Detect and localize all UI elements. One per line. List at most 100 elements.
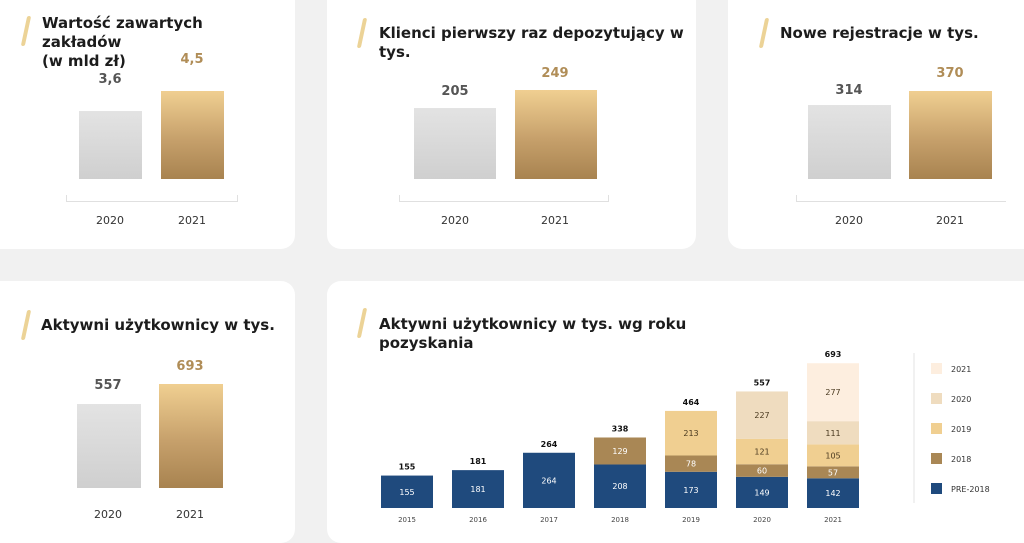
total-label-2020: 557 [754, 378, 771, 387]
card-title: Nowe rejestracje w tys. [780, 24, 979, 42]
legend-swatch-pre-2018 [931, 483, 942, 494]
bar-segment-2018-2019 [665, 455, 717, 472]
title-accent [758, 18, 770, 48]
title-accent [356, 18, 368, 48]
value-label-2020: 314 [835, 83, 863, 98]
bar-segment-2019-2021 [807, 444, 859, 467]
segment-label-2018-2018: 129 [612, 447, 627, 456]
bar-segment-2020-2021 [807, 421, 859, 445]
bar-2021 [161, 91, 224, 179]
total-label-2015: 155 [399, 463, 416, 472]
bar-segment-pre-2018-2016 [452, 470, 504, 508]
bar-2020 [79, 111, 142, 179]
x-label-2017: 2017 [540, 516, 558, 524]
bar-2020 [808, 105, 891, 179]
bar-segment-2018-2021 [807, 466, 859, 479]
x-label-2021: 2021 [176, 508, 204, 521]
card-nowe-rejestracje: Nowe rejestracje w tys. 314 370 2020 202… [728, 0, 1024, 249]
card-klienci-depozytujacy: Klienci pierwszy raz depozytujący w tys.… [327, 0, 696, 249]
card-title: Aktywni użytkownicy w tys. wg roku pozys… [379, 315, 687, 352]
legend-label-2018: 2018 [951, 455, 971, 464]
x-axis [66, 201, 238, 202]
segment-label-2018-2021: 57 [828, 468, 838, 477]
value-label-2020: 205 [441, 84, 469, 99]
x-label-2015: 2015 [398, 516, 416, 524]
segment-label-2020-2020: 227 [754, 411, 769, 420]
bar-segment-2021-2021 [807, 363, 859, 422]
value-label-2021: 693 [176, 359, 204, 374]
bar-segment-pre-2018-2018 [594, 464, 646, 508]
legend-label-2020: 2020 [951, 395, 971, 404]
title-accent [20, 16, 32, 46]
x-label-2020: 2020 [441, 214, 469, 227]
total-label-2017: 264 [541, 440, 558, 449]
x-label-2019: 2019 [682, 516, 700, 524]
title-accent [20, 310, 32, 340]
x-axis [399, 201, 609, 202]
legend-swatch-2019 [931, 423, 942, 434]
total-label-2016: 181 [470, 457, 487, 466]
legend-swatch-2021 [931, 363, 942, 374]
bar-segment-2018-2018 [594, 437, 646, 465]
legend-label-2019: 2019 [951, 425, 971, 434]
bar-segment-pre-2018-2015 [381, 475, 433, 508]
card-title: Wartość zawartych zakładów (w mld zł) [42, 14, 203, 70]
segment-label-2019-2019: 213 [683, 429, 698, 438]
legend-swatch-2020 [931, 393, 942, 404]
value-label-2021: 4,5 [180, 52, 204, 67]
segment-label-pre-2018-2017: 264 [541, 476, 556, 485]
card-aktywni-wg-roku: Aktywni użytkownicy w tys. wg roku pozys… [327, 281, 1024, 543]
x-label-2016: 2016 [469, 516, 487, 524]
segment-label-2018-2020: 60 [757, 467, 767, 476]
bar-segment-pre-2018-2019 [665, 471, 717, 508]
bar-2020 [77, 404, 141, 488]
total-label-2019: 464 [683, 398, 700, 407]
x-label-2021: 2021 [936, 214, 964, 227]
segment-label-pre-2018-2018: 208 [612, 482, 627, 491]
segment-label-2018-2019: 78 [686, 460, 696, 469]
bar-2020 [414, 108, 496, 179]
segment-label-pre-2018-2019: 173 [683, 486, 698, 495]
bar-segment-pre-2018-2017 [523, 452, 575, 508]
card-aktywni-uzytkownicy: Aktywni użytkownicy w tys. 557 693 2020 … [0, 281, 295, 543]
card-title: Aktywni użytkownicy w tys. [41, 316, 275, 334]
x-label-2021: 2021 [824, 516, 842, 524]
legend-label-pre-2018: PRE-2018 [951, 485, 990, 494]
axis-tick [796, 195, 797, 201]
legend-swatch-2018 [931, 453, 942, 464]
x-label-2021: 2021 [178, 214, 206, 227]
x-label-2020: 2020 [835, 214, 863, 227]
x-label-2020: 2020 [96, 214, 124, 227]
bar-2021 [159, 384, 223, 488]
bar-2021 [515, 90, 597, 179]
x-label-2021: 2021 [541, 214, 569, 227]
segment-label-2019-2021: 105 [825, 451, 840, 460]
stacked-bar-chart: 155 155 2015 181 181 2016 264 264 2017 208 129 338 2… [381, 350, 990, 524]
x-label-2020: 2020 [94, 508, 122, 521]
legend-label-2021: 2021 [951, 365, 971, 374]
segment-label-pre-2018-2016: 181 [470, 485, 485, 494]
value-label-2020: 557 [94, 378, 122, 393]
bar-segment-2019-2020 [736, 438, 788, 465]
axis-tick [237, 195, 238, 201]
segment-label-2019-2020: 121 [754, 448, 769, 457]
x-label-2020: 2020 [753, 516, 771, 524]
bar-segment-2018-2020 [736, 464, 788, 477]
bar-2021 [909, 91, 992, 179]
total-label-2021: 693 [825, 350, 842, 359]
axis-tick [66, 195, 67, 201]
segment-label-2021-2021: 277 [825, 388, 840, 397]
card-wartosc-zakladow: Wartość zawartych zakładów (w mld zł) 3,… [0, 0, 295, 249]
segment-label-pre-2018-2020: 149 [754, 488, 769, 497]
bar-segment-pre-2018-2020 [736, 476, 788, 508]
total-label-2018: 338 [612, 424, 629, 433]
axis-tick [399, 195, 400, 201]
bar-segment-pre-2018-2021 [807, 478, 859, 508]
segment-label-2020-2021: 111 [825, 429, 840, 438]
segment-label-pre-2018-2015: 155 [399, 488, 414, 497]
segment-label-pre-2018-2021: 142 [825, 489, 840, 498]
value-label-2021: 249 [541, 66, 569, 81]
x-axis [796, 201, 1006, 202]
bar-segment-2019-2019 [665, 410, 717, 456]
card-title: Klienci pierwszy raz depozytujący w tys. [379, 24, 684, 61]
